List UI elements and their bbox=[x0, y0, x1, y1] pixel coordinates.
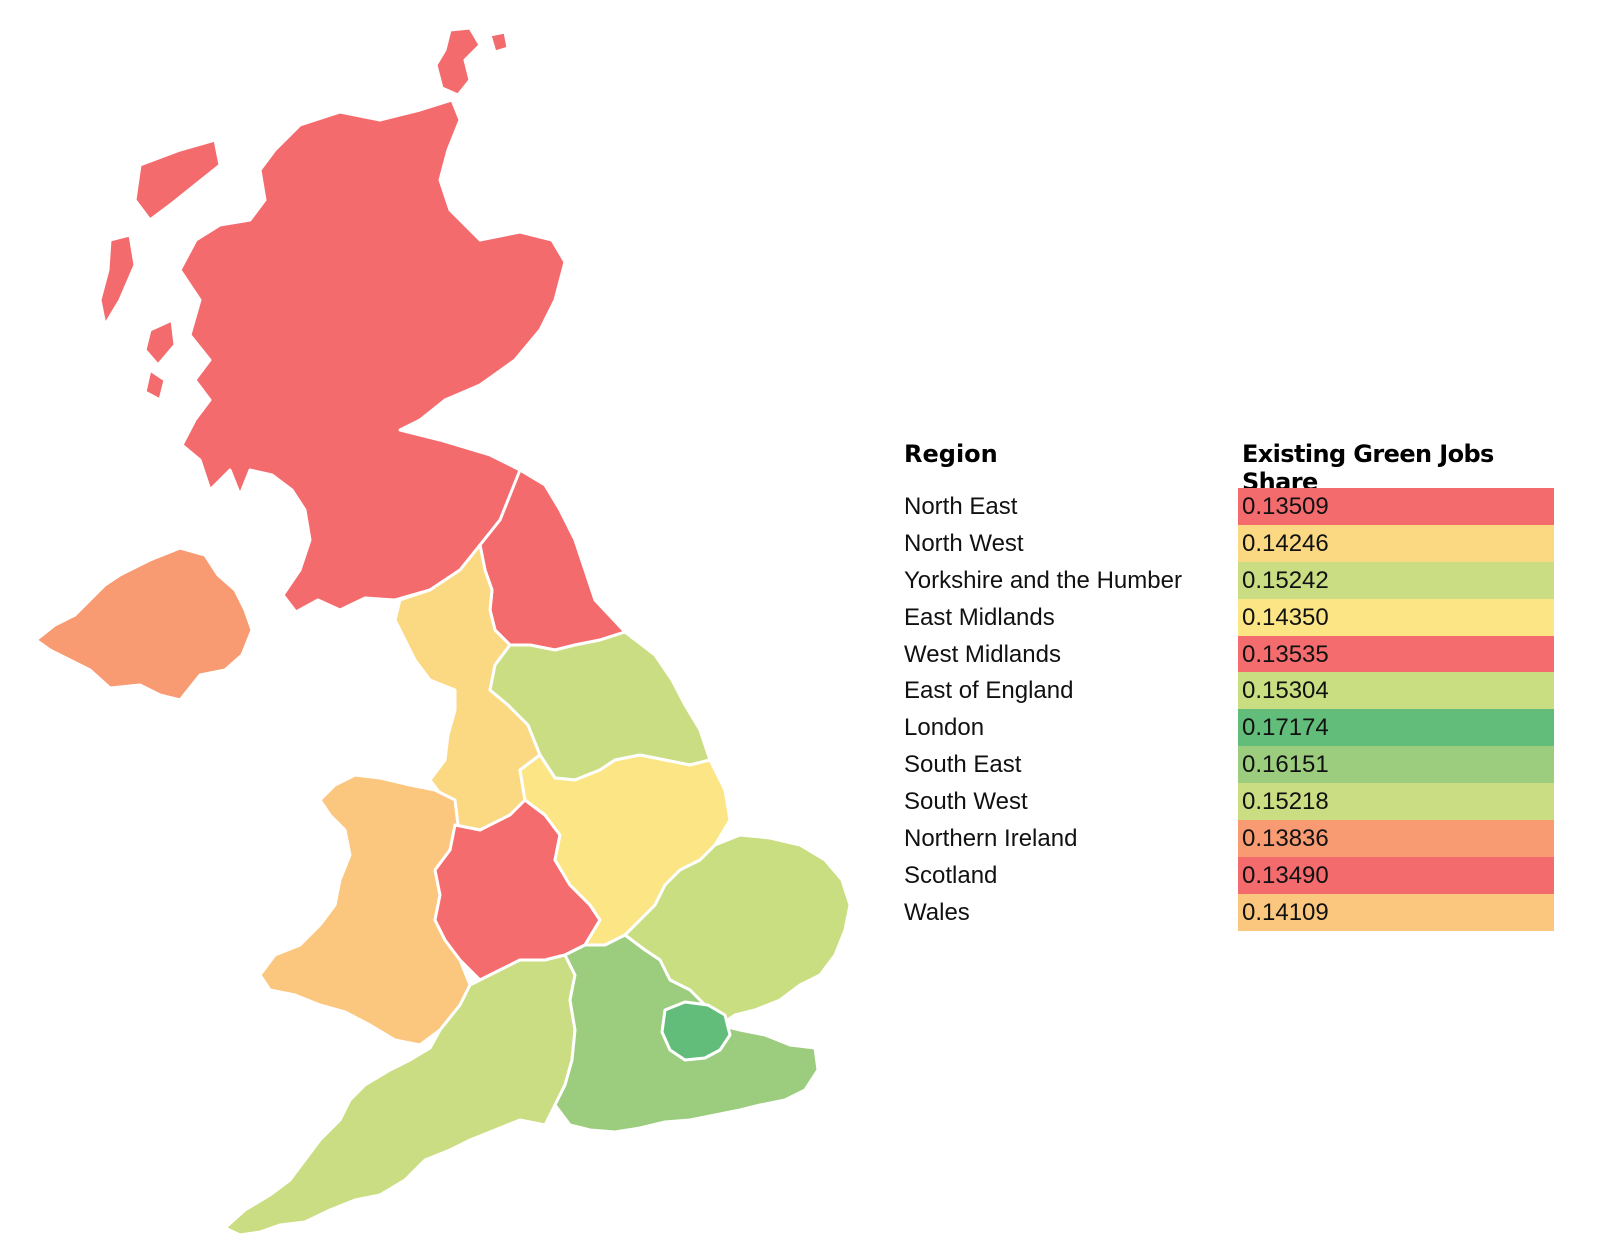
region-name: East Midlands bbox=[904, 603, 1055, 631]
region-name: North East bbox=[904, 493, 1018, 520]
table-header: Region Existing Green Jobs Share bbox=[904, 436, 1564, 496]
region-name: London bbox=[904, 714, 985, 742]
table-row: Yorkshire and the Humber 0.15242 bbox=[904, 561, 1564, 599]
green-jobs-table: Region Existing Green Jobs Share North E… bbox=[904, 436, 1564, 931]
table-row: South East 0.16151 bbox=[904, 746, 1564, 784]
table-row: North East 0.13509 bbox=[904, 488, 1564, 525]
table-row: South West 0.15218 bbox=[904, 783, 1564, 821]
region-scotland bbox=[178, 98, 567, 614]
green-jobs-share-value: 0.13509 bbox=[1238, 488, 1554, 525]
table-row: Northern Ireland 0.13836 bbox=[904, 820, 1564, 857]
table-row: West Midlands 0.13535 bbox=[904, 635, 1564, 673]
header-region: Region bbox=[904, 440, 998, 468]
green-jobs-share-value: 0.14350 bbox=[1238, 598, 1554, 636]
region-name: West Midlands bbox=[904, 640, 1061, 668]
region-name: Scotland bbox=[904, 861, 998, 889]
uk-regions-map bbox=[34, 26, 852, 1237]
region-scotland-islands-north bbox=[434, 26, 510, 97]
table-row: East of England 0.15304 bbox=[904, 672, 1564, 710]
green-jobs-share-value: 0.15304 bbox=[1238, 672, 1554, 710]
region-name: East of England bbox=[904, 677, 1074, 705]
table-row: North West 0.14246 bbox=[904, 524, 1564, 562]
green-jobs-share-value: 0.13535 bbox=[1238, 635, 1554, 673]
table-row: Scotland 0.13490 bbox=[904, 856, 1564, 894]
table-row: Wales 0.14109 bbox=[904, 893, 1564, 931]
green-jobs-share-value: 0.15242 bbox=[1238, 561, 1554, 599]
region-scotland-islands-west bbox=[98, 138, 222, 402]
table-row: East Midlands 0.14350 bbox=[904, 598, 1564, 636]
green-jobs-share-value: 0.13490 bbox=[1238, 856, 1554, 894]
region-name: Yorkshire and the Humber bbox=[904, 566, 1182, 594]
region-northern-ireland bbox=[34, 546, 254, 702]
region-name: South East bbox=[904, 751, 1022, 779]
green-jobs-share-value: 0.14246 bbox=[1238, 524, 1554, 562]
table-row: London 0.17174 bbox=[904, 709, 1564, 747]
region-name: Wales bbox=[904, 898, 970, 926]
region-london bbox=[660, 1000, 732, 1062]
green-jobs-share-value: 0.15218 bbox=[1238, 783, 1554, 821]
region-east-of-england bbox=[623, 833, 852, 1027]
green-jobs-share-value: 0.17174 bbox=[1238, 709, 1554, 747]
green-jobs-share-value: 0.13836 bbox=[1238, 820, 1554, 857]
green-jobs-share-value: 0.14109 bbox=[1238, 893, 1554, 931]
green-jobs-share-value: 0.16151 bbox=[1238, 746, 1554, 784]
region-name: Northern Ireland bbox=[904, 825, 1078, 853]
region-name: North West bbox=[904, 529, 1024, 557]
region-name: South West bbox=[904, 788, 1028, 816]
table-rows: North East 0.13509 North West 0.14246 Yorksh… bbox=[904, 488, 1564, 931]
